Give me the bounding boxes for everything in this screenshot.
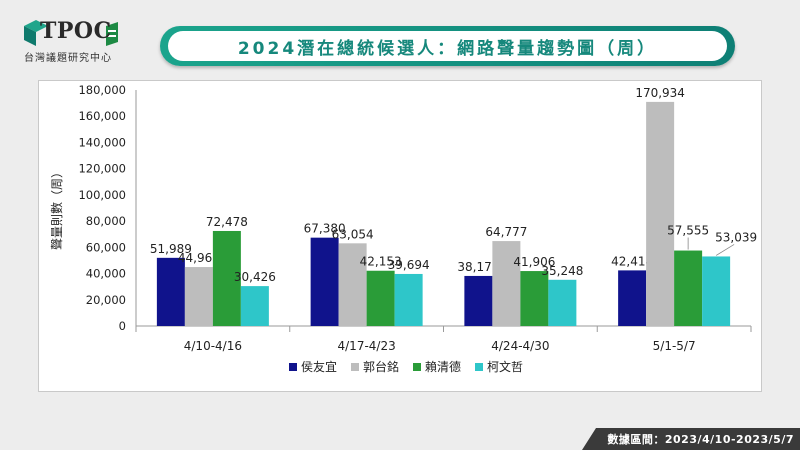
logo-subtitle: 台灣議題研究中心 [24,53,112,64]
logo-text: TPOC [40,18,112,44]
data-label: 42,153 [360,255,402,269]
legend-label: 侯友宜 [301,359,337,374]
y-tick-label: 180,000 [78,83,126,97]
data-label: 51,989 [150,242,192,256]
y-tick-label: 60,000 [86,240,126,254]
data-range-footer: 數據區間：2023/4/10-2023/5/7 [582,428,800,450]
y-tick-label: 120,000 [78,162,126,176]
bar [240,286,269,326]
data-label: 35,248 [541,264,583,278]
data-label: 72,478 [206,215,248,229]
bar-chart: 0 20,000 40,000 60,000 80,000 100,000 120,000 1… [49,83,757,374]
chart-title: 2024潛在總統候選人：網路聲量趨勢圖（周） [168,31,727,61]
legend-swatch [475,363,483,371]
data-label: 42,414 [611,254,653,268]
y-tick-label: 0 [119,319,126,333]
bar [338,243,367,326]
chart-panel: 0 20,000 40,000 60,000 80,000 100,000 120,000 1… [38,80,762,392]
tpoc-logo [24,20,118,46]
legend-label: 郭台銘 [363,359,399,374]
y-tick-label: 160,000 [78,109,126,123]
data-label: 30,426 [234,270,276,284]
y-tick-label: 20,000 [86,293,126,307]
data-label: 64,777 [485,225,527,239]
data-label: 63,054 [332,227,374,241]
x-tick-label: 5/1-5/7 [653,339,696,353]
y-axis-label: 聲量則數（周） [49,166,64,250]
x-tick-label: 4/24-4/30 [491,339,549,353]
data-label: 57,555 [667,224,709,238]
bar [492,241,521,326]
data-label: 67,380 [304,222,346,236]
y-tick-label: 40,000 [86,267,126,281]
x-tick-label: 4/10-4/16 [184,339,242,353]
legend-swatch [289,363,297,371]
bar [548,279,577,326]
bar [212,230,241,326]
data-label: 39,694 [388,258,430,272]
legend-label: 賴清德 [425,359,461,374]
bar [184,267,213,326]
data-label: 44,960 [178,251,220,265]
y-tick-label: 140,000 [78,135,126,149]
data-label: 38,175 [457,260,499,274]
bar [366,270,395,326]
legend-swatch [413,363,421,371]
bar [674,250,703,326]
legend-swatch [351,363,359,371]
y-tick-label: 80,000 [86,214,126,228]
x-tick-label: 4/17-4/23 [338,339,396,353]
bar [156,257,185,326]
bar [646,101,675,326]
bar [520,271,549,326]
bar [618,270,647,326]
bar [702,256,731,326]
title-banner: 2024潛在總統候選人：網路聲量趨勢圖（周） [160,26,735,66]
legend-label: 柯文哲 [487,359,523,374]
data-label-leader [715,244,735,256]
bar [394,273,423,326]
data-label: 170,934 [635,86,685,100]
data-label: 41,906 [513,255,555,269]
bar [464,275,493,326]
data-label: 53,039 [715,230,757,244]
bar [310,237,339,326]
y-tick-label: 100,000 [78,188,126,202]
